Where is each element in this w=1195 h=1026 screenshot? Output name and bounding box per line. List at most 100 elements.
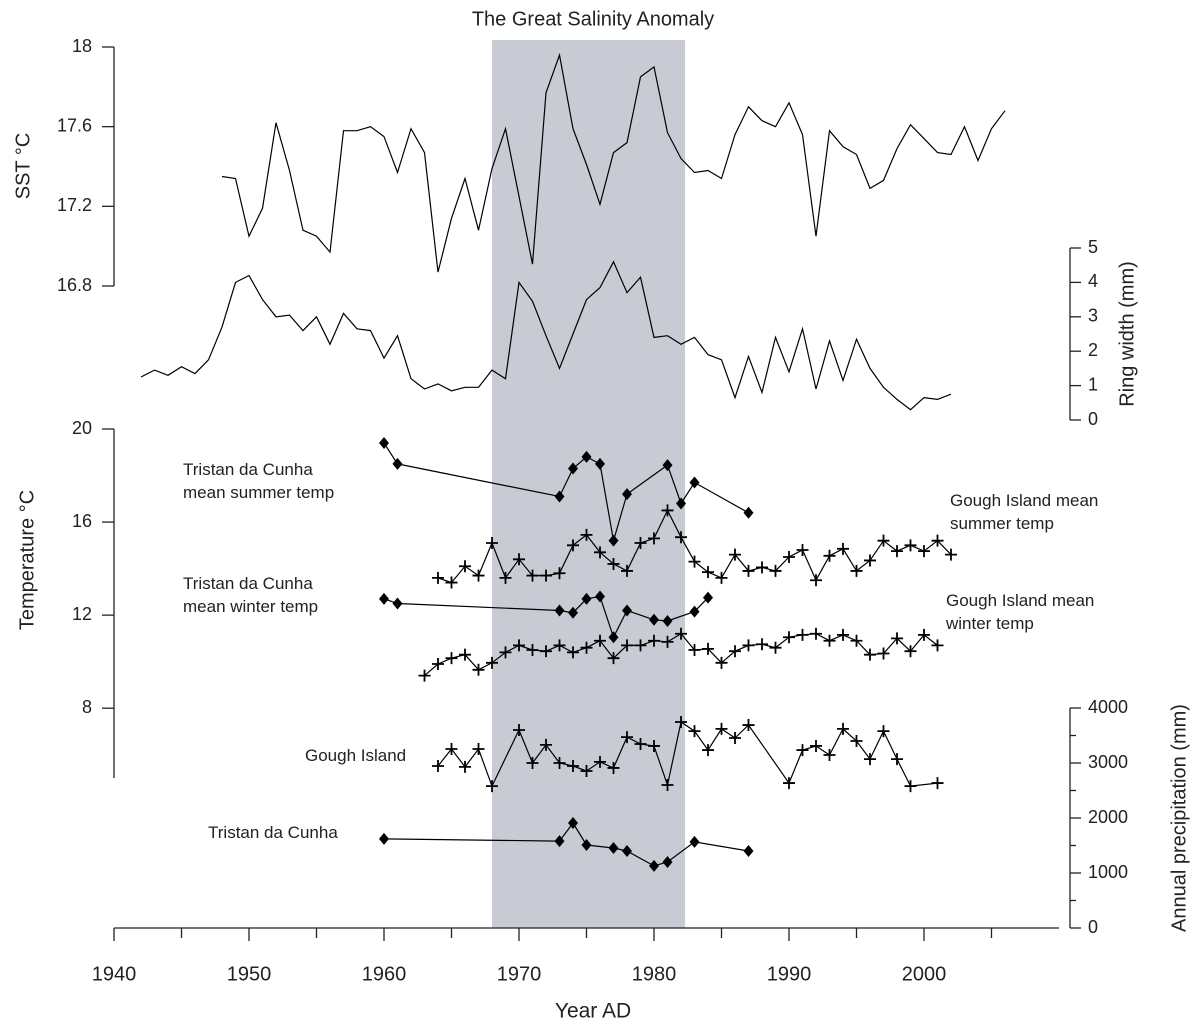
diamond-marker <box>379 832 389 845</box>
plus-marker <box>783 777 795 790</box>
x-tick-label: 1970 <box>497 963 542 985</box>
diamond-marker <box>703 591 713 604</box>
plus-marker <box>459 648 471 661</box>
plus-marker <box>567 539 579 552</box>
x-tick-label: 2000 <box>902 963 947 985</box>
plus-marker <box>513 724 525 736</box>
plus-marker <box>688 725 701 738</box>
plus-marker <box>634 537 647 550</box>
plus-marker <box>594 546 606 559</box>
plus-marker <box>783 631 795 644</box>
plus-marker <box>486 656 498 669</box>
plus-marker <box>580 764 593 777</box>
plus-marker <box>540 645 552 658</box>
plus-marker <box>634 639 647 652</box>
x-tick-label: 1990 <box>767 963 812 985</box>
y-tick-label: 8 <box>82 697 92 717</box>
y-tick-label: 3 <box>1088 306 1098 326</box>
plus-marker <box>931 639 944 652</box>
series-name: Tristan da Cunha <box>208 823 338 842</box>
plus-marker <box>594 755 606 768</box>
plus-marker <box>702 566 714 579</box>
y-tick-label: 17.6 <box>57 115 92 135</box>
plus-marker <box>648 739 660 752</box>
series-name: Gough Island <box>305 746 407 765</box>
diamond-marker <box>662 459 673 472</box>
diamond-marker <box>649 613 659 626</box>
diamond-marker <box>662 856 673 868</box>
diamond-marker <box>554 604 565 617</box>
plus-marker <box>553 639 566 652</box>
series-annotation: Gough Island <box>305 746 407 765</box>
plus-marker <box>580 528 593 541</box>
plus-marker <box>661 779 674 791</box>
y-tick-label: 18 <box>72 36 92 56</box>
series-line <box>383 595 709 639</box>
series-line <box>437 721 938 788</box>
plus-marker <box>675 627 687 640</box>
plus-marker <box>648 532 660 545</box>
plus-marker <box>472 569 485 582</box>
y-tick-label: 16.8 <box>57 275 92 295</box>
series-line <box>140 260 952 411</box>
plus-marker <box>499 646 512 659</box>
y-axis-label: Annual precipitation (mm) <box>1168 704 1190 932</box>
plus-marker <box>661 635 674 648</box>
plus-marker <box>702 744 714 757</box>
plus-marker <box>459 560 471 573</box>
series-annotation: Tristan da Cunha mean winter temp <box>183 574 318 616</box>
plus-marker <box>675 716 687 729</box>
plus-marker <box>418 669 431 682</box>
plus-marker <box>445 576 458 589</box>
y-tick-label: 0 <box>1088 409 1098 429</box>
plus-marker <box>486 537 498 550</box>
plus-marker <box>621 639 633 652</box>
diamond-marker <box>689 835 700 848</box>
series-annotation: Gough Island mean winter temp <box>946 591 1094 633</box>
plus-marker <box>864 554 876 567</box>
plus-marker <box>432 657 444 670</box>
plus-marker <box>432 760 444 773</box>
plus-marker <box>877 534 890 547</box>
plus-marker <box>607 557 620 570</box>
plus-marker <box>810 739 822 752</box>
y-tick-label: 4000 <box>1088 697 1128 717</box>
diamond-marker <box>379 436 389 449</box>
plus-marker <box>607 652 620 665</box>
plus-marker <box>891 632 903 645</box>
y-tick-label: 3000 <box>1088 752 1128 772</box>
y-tick-label: 20 <box>72 418 92 438</box>
plus-marker <box>567 760 579 773</box>
plus-marker <box>918 545 930 558</box>
plus-marker <box>891 545 903 558</box>
plus-marker <box>904 780 917 793</box>
plus-marker <box>837 722 849 735</box>
diamond-marker <box>568 816 578 829</box>
plus-marker <box>661 504 674 517</box>
y-tick-label: 16 <box>72 511 92 531</box>
plus-marker <box>796 543 809 556</box>
plus-marker <box>931 777 944 790</box>
series-annotation: Gough Island mean summer temp <box>950 491 1099 533</box>
background-layer <box>492 40 686 928</box>
diamond-marker <box>581 838 592 851</box>
diamond-marker <box>568 462 578 475</box>
diamond-marker <box>622 845 632 857</box>
diamond-marker <box>662 614 673 627</box>
y-tick-label: 2000 <box>1088 807 1128 827</box>
diamond-marker <box>743 506 754 519</box>
diamond-marker <box>568 606 578 619</box>
diamond-marker <box>608 841 619 854</box>
plus-marker <box>553 757 566 769</box>
diamond-marker <box>622 488 632 501</box>
diamond-marker <box>554 835 565 848</box>
plus-marker <box>810 627 822 640</box>
plus-marker <box>877 725 890 738</box>
chart-title: The Great Salinity Anomaly <box>472 8 714 30</box>
series-name: Gough Island mean summer temp <box>950 491 1099 533</box>
plus-marker <box>823 749 836 762</box>
plus-marker <box>607 761 620 774</box>
plus-marker <box>432 571 444 584</box>
diamond-marker <box>392 597 403 610</box>
series-line <box>383 442 749 541</box>
